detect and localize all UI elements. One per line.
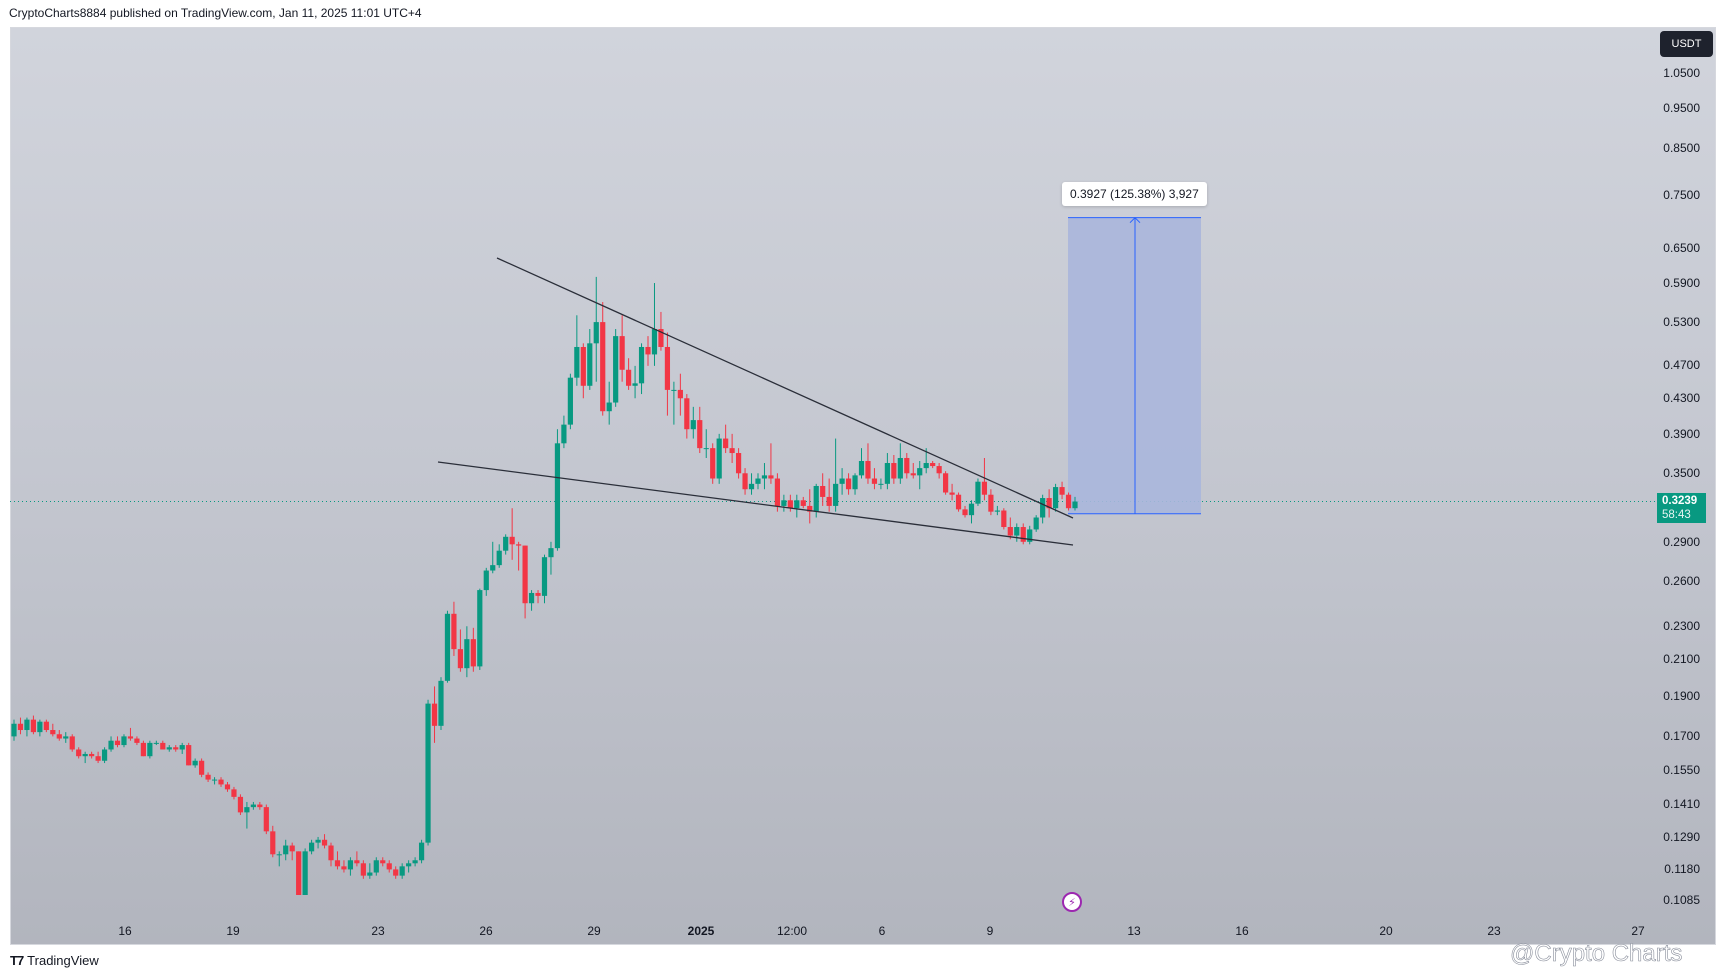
price-tick: 0.2100 [1663, 652, 1700, 666]
lightning-event-icon[interactable]: ⚡ [1062, 892, 1082, 912]
brand-name: TradingView [27, 953, 99, 968]
price-tick: 0.8500 [1663, 141, 1700, 155]
price-tick: 0.3900 [1663, 427, 1700, 441]
tv-logo-icon: T7 [10, 953, 24, 968]
price-tick: 1.0500 [1663, 66, 1700, 80]
time-tick: 9 [986, 924, 994, 938]
time-tick: 19 [226, 924, 240, 938]
last-price-value: 0.3239 [1662, 495, 1698, 507]
tradingview-logo: T7 TradingView [10, 953, 99, 968]
time-tick: 26 [479, 924, 493, 938]
price-tick: 0.2600 [1663, 574, 1700, 588]
time-tick: 29 [587, 924, 601, 938]
price-tick: 0.4300 [1663, 391, 1700, 405]
price-tick: 0.1290 [1663, 830, 1700, 844]
price-tick: 0.1700 [1663, 729, 1700, 743]
price-tick: 0.5300 [1663, 315, 1700, 329]
publisher-header: CryptoCharts8884 published on TradingVie… [9, 6, 422, 20]
price-tick: 0.1900 [1663, 689, 1700, 703]
candles [11, 276, 1078, 895]
last-price-label: 0.3239 58:43 [1657, 493, 1706, 523]
watermark: @Crypto Charts [1510, 940, 1683, 968]
currency-badge[interactable]: USDT [1660, 31, 1713, 57]
time-tick: 23 [371, 924, 385, 938]
price-tick: 0.6500 [1663, 241, 1700, 255]
time-tick: 2025 [687, 924, 715, 938]
price-tick: 0.1180 [1664, 862, 1700, 876]
time-tick: 16 [1235, 924, 1249, 938]
time-tick: 16 [118, 924, 132, 938]
measurement-label: 0.3927 (125.38%) 3,927 [1062, 182, 1207, 206]
price-tick: 0.3500 [1663, 466, 1700, 480]
price-tick: 0.2900 [1663, 535, 1700, 549]
time-tick: 13 [1127, 924, 1141, 938]
price-tick: 0.1085 [1663, 893, 1700, 907]
time-tick: 6 [878, 924, 886, 938]
price-axis[interactable]: 1.0500 0.9500 0.8500 0.7500 0.6500 0.5900 0.53… [1640, 27, 1716, 945]
price-tick: 0.2300 [1663, 619, 1700, 633]
price-tick: 0.9500 [1663, 101, 1700, 115]
time-tick: 27 [1631, 924, 1645, 938]
price-tick: 0.5900 [1663, 276, 1700, 290]
time-tick: 20 [1379, 924, 1393, 938]
price-tick: 0.4700 [1663, 358, 1700, 372]
chart-pane[interactable] [10, 27, 1716, 945]
time-tick: 23 [1487, 924, 1501, 938]
bar-countdown: 58:43 [1662, 509, 1691, 521]
price-tick: 0.1550 [1663, 763, 1700, 777]
price-range-tool[interactable] [1068, 216, 1201, 515]
price-tick: 0.7500 [1663, 188, 1700, 202]
wedge-lower-trendline[interactable] [437, 461, 1074, 546]
price-tick: 0.1410 [1663, 797, 1700, 811]
time-tick: 12:00 [776, 924, 808, 938]
wedge-upper-trendline[interactable] [496, 257, 1074, 519]
